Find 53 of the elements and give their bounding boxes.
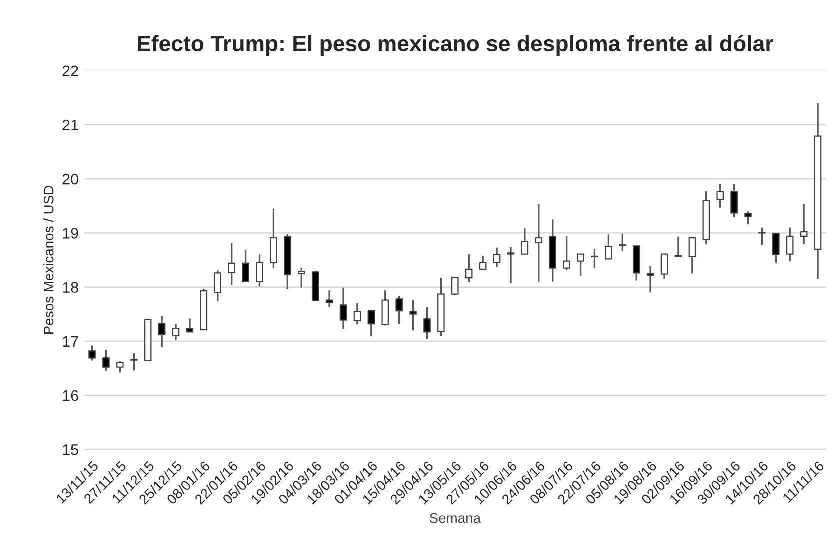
y-tick-label: 19 <box>63 228 78 239</box>
y-tick-label: 18 <box>63 282 78 293</box>
y-tick-label: 20 <box>62 174 78 185</box>
chart-title: Efecto Trump: El peso mexicano se desploma frente al dólar <box>138 35 774 56</box>
candlestick <box>577 253 584 277</box>
candlestick <box>619 232 626 252</box>
y-tick-label: 15 <box>63 444 78 456</box>
candlestick <box>563 236 570 272</box>
candlestick <box>758 226 766 246</box>
candlestick <box>591 248 598 270</box>
candlestick <box>228 242 236 286</box>
candlestick <box>744 210 752 226</box>
candlestick <box>688 237 696 275</box>
candlestick <box>354 302 362 326</box>
candlestick <box>535 204 543 283</box>
candlestick <box>674 236 682 258</box>
candlestick <box>493 246 501 268</box>
candlestick <box>660 253 668 280</box>
candlestick <box>102 349 110 372</box>
y-tick-label: 21 <box>62 120 78 130</box>
candlestick <box>396 295 403 325</box>
candlestick <box>479 255 487 272</box>
y-axis-title: Pesos Mexicanos / USD <box>44 186 54 334</box>
candlestick <box>256 253 264 288</box>
x-axis-title: Semana <box>430 513 482 524</box>
candlestick <box>730 184 738 218</box>
candlestick <box>340 287 348 330</box>
y-tick-label: 22 <box>62 66 78 76</box>
candlestick <box>158 315 166 348</box>
candlestick <box>507 246 515 284</box>
candlestick <box>130 352 138 372</box>
candlestick <box>716 183 724 209</box>
candlestick <box>605 233 612 260</box>
y-tick-label: 16 <box>63 390 78 402</box>
candlestick <box>242 250 250 283</box>
candlestick <box>521 227 529 256</box>
candlestick <box>772 232 780 264</box>
candlestick <box>88 344 96 362</box>
candlestick <box>800 203 808 246</box>
candlestick <box>452 276 459 296</box>
candlestick <box>368 310 376 338</box>
candlestick <box>172 323 180 342</box>
candlestick <box>298 266 306 289</box>
candlestick <box>410 299 417 332</box>
candlestick <box>186 318 194 334</box>
candlestick <box>646 265 654 294</box>
candlestick <box>786 226 794 262</box>
candlestick <box>424 306 431 340</box>
candlestick <box>116 360 124 374</box>
candlestick <box>465 253 473 284</box>
candlestick <box>326 290 334 308</box>
y-tick-label: 17 <box>63 336 78 347</box>
candlestick <box>214 270 222 302</box>
